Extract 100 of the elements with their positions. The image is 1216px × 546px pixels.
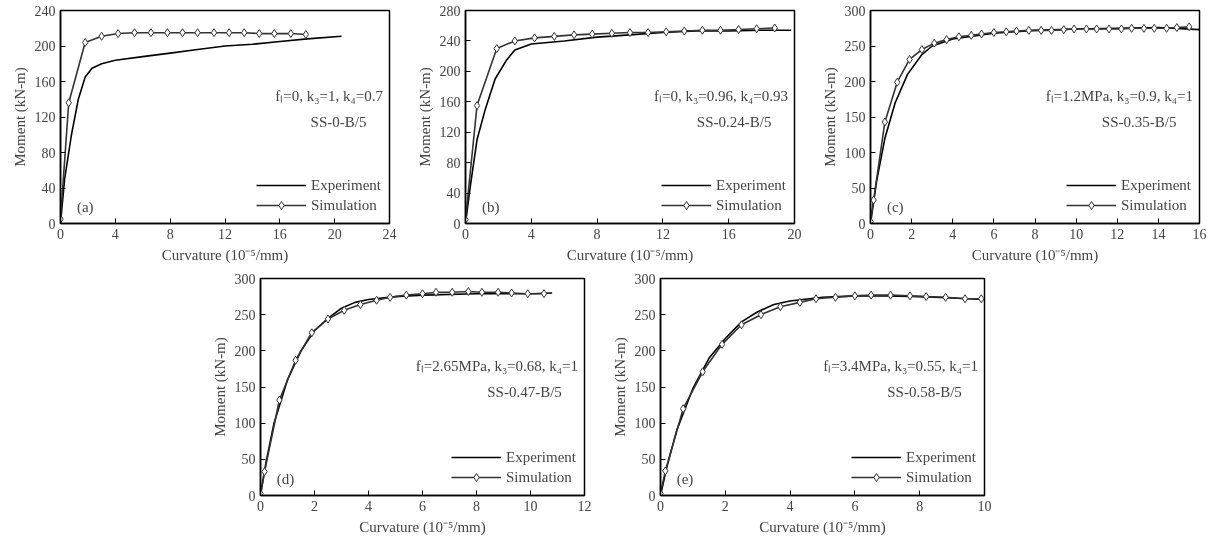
legend-label: Experiment <box>716 176 786 194</box>
y-tick-label: 160 <box>439 94 461 110</box>
y-tick-label: 0 <box>453 216 461 232</box>
x-tick-label: 8 <box>1031 226 1039 242</box>
legend-label: Experiment <box>311 176 381 194</box>
y-tick-label: 0 <box>48 216 56 232</box>
y-tick-label: 50 <box>241 452 256 468</box>
y-tick-label: 120 <box>34 110 56 125</box>
x-tick-label: 12 <box>1110 226 1125 242</box>
x-tick-label: 6 <box>851 498 859 514</box>
x-tick-label: 12 <box>655 226 670 242</box>
y-axis-title: Moment (kN-m) <box>11 67 29 167</box>
y-tick-label: 100 <box>844 145 866 161</box>
annotation: fₗ=0, k₃=1, k₄=0.7 <box>275 88 384 105</box>
x-tick-label: 6 <box>419 498 426 514</box>
y-tick-label: 150 <box>844 110 866 125</box>
x-tick-label: 6 <box>990 226 998 242</box>
y-tick-label: 0 <box>248 488 256 504</box>
x-tick-label: 16 <box>721 226 736 242</box>
y-axis-title: Moment (kN-m) <box>211 337 229 437</box>
y-tick-label: 200 <box>439 64 461 80</box>
x-tick-label: 4 <box>786 498 794 514</box>
y-tick-label: 80 <box>41 145 56 161</box>
y-tick-label: 50 <box>641 452 656 468</box>
x-tick-label: 8 <box>916 498 924 514</box>
x-tick-label: 2 <box>721 498 729 514</box>
y-tick-label: 200 <box>634 343 656 359</box>
x-axis-title: Curvature (10⁻⁵/mm) <box>759 518 886 536</box>
y-tick-label: 40 <box>446 186 461 202</box>
annotation: fₗ=0, k₃=0.96, k₄=0.93 <box>654 88 788 105</box>
x-axis-title: Curvature (10⁻⁵/mm) <box>359 518 486 536</box>
annotation: SS-0.35-B/5 <box>1101 113 1177 130</box>
y-tick-label: 300 <box>234 271 256 287</box>
x-tick-label: 8 <box>593 226 601 242</box>
legend-label: Simulation <box>716 196 782 214</box>
y-axis-title: Moment (kN-m) <box>416 67 434 167</box>
annotation: fₗ=3.4MPa, k₃=0.55, k₄=1 <box>823 357 979 374</box>
annotation: fₗ=1.2MPa, k₃=0.9, k₄=1 <box>1045 88 1193 105</box>
x-tick-label: 10 <box>977 498 992 514</box>
y-tick-label: 150 <box>234 380 256 395</box>
annotation: (d) <box>276 470 295 488</box>
x-tick-label: 12 <box>577 498 592 514</box>
y-tick-label: 40 <box>41 181 56 196</box>
legend-label: Simulation <box>906 468 972 486</box>
x-tick-label: 4 <box>527 226 535 242</box>
x-tick-label: 16 <box>1192 226 1207 242</box>
y-tick-label: 240 <box>439 33 461 49</box>
annotation: SS-0.47-B/5 <box>487 384 562 401</box>
legend-label: Experiment <box>506 448 576 466</box>
y-tick-label: 200 <box>234 343 256 359</box>
x-tick-label: 8 <box>473 498 480 514</box>
y-tick-label: 200 <box>34 39 56 54</box>
x-tick-label: 10 <box>523 498 538 514</box>
x-tick-label: 4 <box>365 498 372 514</box>
annotation: (b) <box>481 198 500 216</box>
y-tick-label: 100 <box>234 416 256 432</box>
y-tick-label: 250 <box>634 307 656 323</box>
x-axis-title: Curvature (10⁻⁵/mm) <box>971 246 1099 264</box>
y-axis-title: Moment (kN-m) <box>611 337 629 437</box>
x-tick-label: 16 <box>272 226 287 242</box>
x-tick-label: 4 <box>949 226 957 242</box>
annotation: SS-0-B/5 <box>310 113 367 130</box>
y-tick-label: 160 <box>34 74 56 90</box>
x-axis-title: Curvature (10⁻⁵/mm) <box>161 246 289 264</box>
y-tick-label: 80 <box>446 155 461 171</box>
y-tick-label: 200 <box>844 74 866 90</box>
legend-label: Simulation <box>311 196 377 214</box>
x-tick-label: 2 <box>908 226 916 242</box>
y-tick-label: 300 <box>844 3 866 19</box>
y-tick-label: 0 <box>858 216 866 232</box>
y-tick-label: 280 <box>439 3 461 19</box>
annotation: SS-0.24-B/5 <box>696 113 772 130</box>
legend-label: Experiment <box>906 448 976 466</box>
y-tick-label: 50 <box>851 181 866 196</box>
y-tick-label: 150 <box>634 380 656 395</box>
x-tick-label: 2 <box>311 498 318 514</box>
y-tick-label: 120 <box>439 125 461 141</box>
y-tick-label: 300 <box>634 271 656 287</box>
x-tick-label: 8 <box>166 226 174 242</box>
x-tick-label: 12 <box>218 226 232 242</box>
annotation: fₗ=2.65MPa, k₃=0.68, k₄=1 <box>415 357 579 374</box>
y-tick-label: 250 <box>844 39 866 54</box>
x-tick-label: 14 <box>1151 226 1166 242</box>
x-axis-title: Curvature (10⁻⁵/mm) <box>566 246 694 264</box>
annotation: (c) <box>886 198 904 216</box>
x-tick-label: 20 <box>787 226 802 242</box>
y-tick-label: 0 <box>648 488 656 504</box>
legend-label: Simulation <box>1121 196 1187 214</box>
annotation: (a) <box>76 198 94 216</box>
x-tick-label: 20 <box>327 226 342 242</box>
x-tick-label: 24 <box>382 226 397 242</box>
legend-label: Simulation <box>506 468 572 486</box>
annotation: (e) <box>676 470 694 488</box>
y-tick-label: 240 <box>34 3 56 19</box>
x-tick-label: 4 <box>111 226 119 242</box>
y-tick-label: 100 <box>634 416 656 432</box>
legend-label: Experiment <box>1121 176 1191 194</box>
x-tick-label: 10 <box>1069 226 1084 242</box>
y-axis-title: Moment (kN-m) <box>821 67 839 167</box>
annotation: SS-0.58-B/5 <box>887 384 962 401</box>
